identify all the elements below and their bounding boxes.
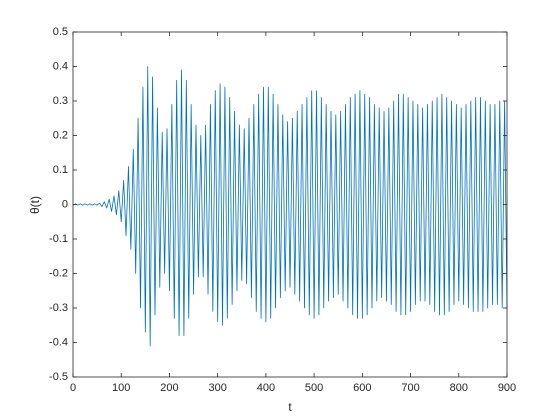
- y-tick-label: 0.1: [53, 164, 68, 176]
- y-tick-label: -0.2: [49, 267, 68, 279]
- x-tick-label: 400: [257, 382, 275, 394]
- y-tick-label: -0.3: [49, 302, 68, 314]
- y-tick-label: -0.4: [49, 336, 68, 348]
- y-tick-label: -0.1: [49, 233, 68, 245]
- y-tick-label: -0.5: [49, 371, 68, 383]
- x-tick-label: 300: [208, 382, 226, 394]
- x-tick-label: 700: [401, 382, 419, 394]
- x-tick-label: 200: [160, 382, 178, 394]
- x-tick-label: 100: [112, 382, 130, 394]
- y-tick-label: 0.4: [53, 60, 68, 72]
- data-line: [72, 66, 508, 347]
- x-axis-label: t: [288, 400, 292, 414]
- x-tick-label: 500: [305, 382, 323, 394]
- y-axis-label: θ(t): [28, 196, 42, 214]
- x-tick-label: 0: [70, 382, 76, 394]
- axes-box: [72, 31, 508, 378]
- x-tick-label: 600: [353, 382, 371, 394]
- x-tick-label: 800: [450, 382, 468, 394]
- y-tick-label: 0.3: [53, 95, 68, 107]
- y-tick-label: 0.5: [53, 26, 68, 38]
- x-tick-label: 900: [498, 382, 516, 394]
- y-tick-label: 0.2: [53, 129, 68, 141]
- y-tick-label: 0: [62, 198, 68, 210]
